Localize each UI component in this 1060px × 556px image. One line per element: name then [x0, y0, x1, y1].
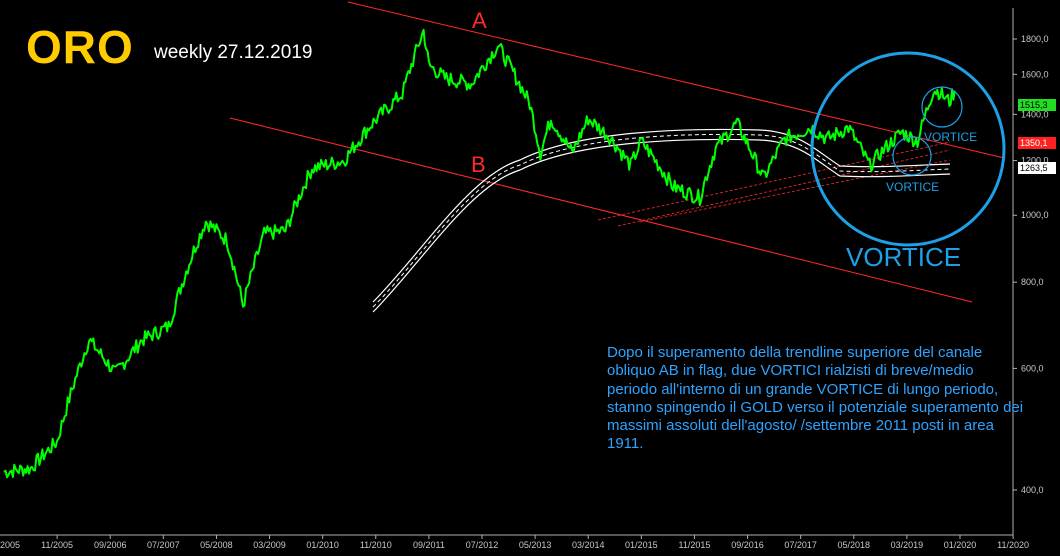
x-tick-label: 05/2018 — [838, 540, 871, 550]
moving-average-upper — [372, 128, 951, 303]
y-tick-label: 1000,0 — [1021, 210, 1049, 220]
x-tick-label: 11/2005 — [41, 540, 73, 550]
vortex-big-label: VORTICE — [846, 242, 961, 272]
x-tick-label: 03/2009 — [253, 540, 286, 550]
chart-title: ORO — [26, 21, 134, 73]
x-tick-label: 07/2017 — [784, 540, 817, 550]
price-tag-white-bg — [1018, 162, 1056, 174]
vortex-big-circle — [810, 51, 1006, 247]
x-tick-label: 11/2020 — [997, 540, 1029, 550]
price-tag-current: 1515,3 — [1020, 100, 1048, 110]
x-tick-label: 11/2010 — [360, 540, 392, 550]
y-tick-label: 1800,0 — [1021, 34, 1049, 44]
x-tick-label: 05/2008 — [200, 540, 233, 550]
x-tick-label-edge: 2005 — [0, 540, 20, 550]
price-tag-red-bg — [1018, 137, 1056, 149]
vortex-small-circle-2 — [892, 136, 932, 176]
label-b: B — [471, 152, 486, 177]
price-tag-red: 1350,1 — [1020, 138, 1048, 148]
x-axis-ticks: 2005 11/2005 09/2006 07/2007 05/2008 03/2009 0… — [0, 535, 1029, 550]
flag-line-3 — [639, 159, 951, 223]
x-tick-label: 01/2010 — [306, 540, 339, 550]
y-tick-label: 1200,0 — [1021, 156, 1049, 166]
price-tag-current-bg — [1018, 99, 1056, 111]
moving-average-lower — [372, 138, 951, 313]
analysis-note: Dopo il superamento della trendline supe… — [607, 344, 1024, 453]
x-tick-label: 09/2011 — [413, 540, 445, 550]
y-tick-label: 800,0 — [1021, 277, 1044, 287]
gold-price-line — [3, 28, 956, 479]
x-tick-label: 07/2007 — [147, 540, 180, 550]
label-a: A — [472, 8, 487, 33]
flag-line-1 — [597, 141, 951, 221]
y-axis-ticks: 400,0 600,0 800,0 1000,0 1200,0 1400,0 1600,0 1… — [1013, 34, 1049, 495]
x-tick-label: 09/2016 — [731, 540, 764, 550]
y-tick-label: 400,0 — [1021, 485, 1044, 495]
x-tick-label: 09/2006 — [94, 540, 127, 550]
x-tick-label: 11/2015 — [679, 540, 711, 550]
trendline-a-upper — [347, 1, 1005, 159]
flag-line-2 — [617, 149, 951, 227]
x-tick-label: 07/2012 — [466, 540, 499, 550]
x-tick-label: 03/2014 — [572, 540, 605, 550]
y-tick-label: 600,0 — [1021, 363, 1044, 373]
y-tick-label: 1600,0 — [1021, 69, 1049, 79]
moving-average-mid — [372, 133, 951, 308]
vortex-small-label-2: VORTICE — [886, 180, 939, 194]
price-tag-white: 1263,5 — [1020, 163, 1048, 173]
x-tick-label: 01/2015 — [625, 540, 658, 550]
x-tick-label: 05/2013 — [519, 540, 552, 550]
x-tick-label: 03/2019 — [891, 540, 924, 550]
vortex-small-circle-1 — [921, 86, 963, 128]
x-tick-label: 01/2020 — [944, 540, 977, 550]
chart-subtitle: weekly 27.12.2019 — [154, 42, 313, 63]
vortex-small-label-1: VORTICE — [924, 130, 977, 144]
y-tick-label: 1400,0 — [1021, 109, 1049, 119]
